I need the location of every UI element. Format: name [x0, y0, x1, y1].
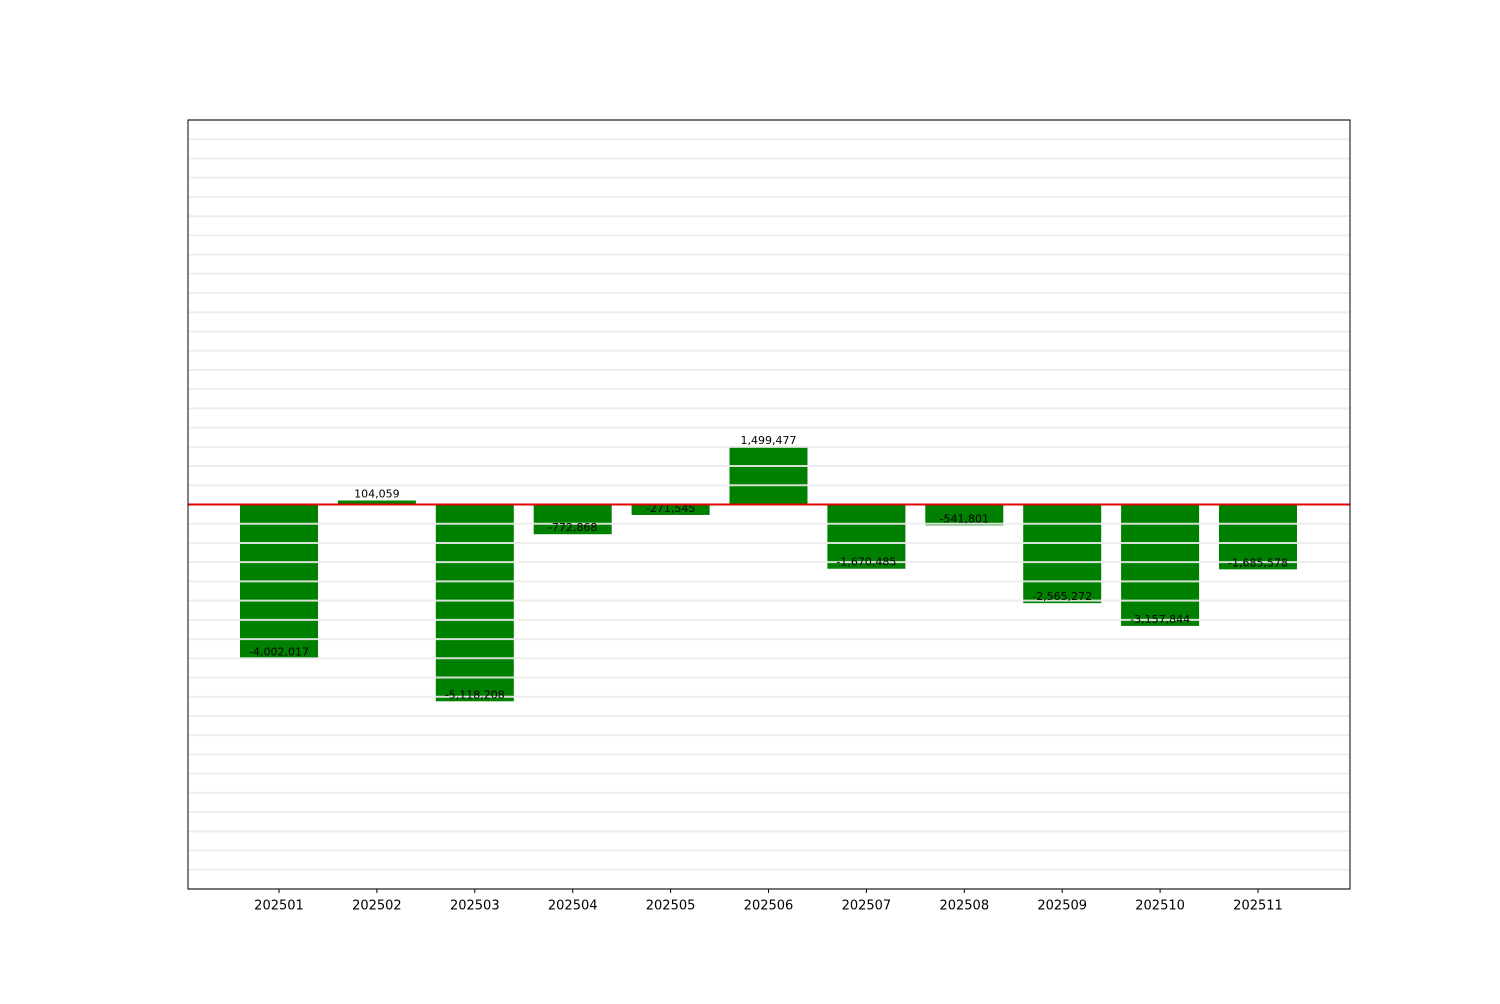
- bar: [1121, 504, 1200, 626]
- bar: [827, 504, 906, 569]
- value-label: -1,685,578: [1228, 556, 1288, 569]
- bar: [533, 504, 612, 535]
- value-label: 1,499,477: [741, 434, 797, 447]
- x-tick-label: 202502: [352, 899, 402, 914]
- value-label: -541,801: [940, 512, 989, 525]
- value-label: 104,059: [354, 487, 400, 500]
- value-label: -2,565,272: [1032, 590, 1092, 603]
- x-tick-label: 202511: [1233, 899, 1283, 914]
- bar: [925, 504, 1004, 526]
- labels: 202501 -4,002,017 202502 104,059 202503 -5,11…: [188, 434, 1350, 914]
- x-tick-label: 202501: [254, 899, 304, 914]
- x-tick-label: 202507: [842, 899, 892, 914]
- x-tick-label: 202509: [1037, 899, 1087, 914]
- bar: [337, 500, 416, 505]
- value-label: -3,157,844: [1130, 613, 1190, 626]
- plot-frame: [187, 119, 1351, 890]
- bar: [435, 504, 514, 702]
- value-label: -5,118,208: [445, 688, 505, 701]
- bar: [1023, 504, 1102, 604]
- x-tick-label: 202503: [450, 899, 500, 914]
- x-tick-label: 202506: [744, 899, 794, 914]
- x-tick-label: 202508: [939, 899, 989, 914]
- bar: [729, 446, 808, 505]
- bar: [631, 504, 710, 515]
- x-tick-label: 202505: [646, 899, 696, 914]
- x-tick-label: 202510: [1135, 899, 1185, 914]
- value-label: -4,002,017: [249, 645, 309, 658]
- bar: [1219, 504, 1297, 570]
- bars: [240, 446, 1297, 702]
- value-label: -1,670,485: [836, 556, 896, 569]
- value-label: -772,868: [548, 521, 597, 534]
- x-tick-label: 202504: [548, 899, 598, 914]
